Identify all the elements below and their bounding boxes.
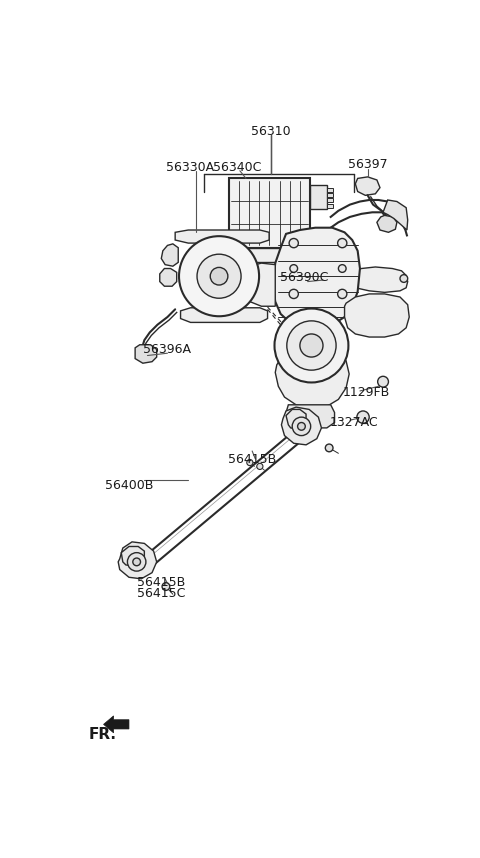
Text: 56415B: 56415B (228, 453, 276, 466)
Circle shape (133, 558, 141, 565)
Circle shape (357, 411, 369, 423)
Bar (327, 198, 333, 202)
Circle shape (290, 264, 298, 272)
Circle shape (337, 289, 347, 299)
Bar (233, 248, 306, 262)
Polygon shape (175, 230, 269, 243)
Circle shape (179, 236, 259, 317)
Bar (327, 188, 333, 191)
Circle shape (298, 422, 305, 430)
Text: 56415C: 56415C (137, 587, 185, 600)
Text: FR.: FR. (88, 727, 116, 741)
Polygon shape (377, 215, 397, 233)
Circle shape (292, 417, 311, 436)
Circle shape (162, 583, 170, 590)
Polygon shape (345, 294, 409, 337)
Circle shape (337, 239, 347, 248)
Circle shape (289, 289, 299, 299)
Polygon shape (180, 308, 267, 323)
Circle shape (287, 321, 336, 370)
Text: 56340C: 56340C (213, 160, 261, 173)
Text: 1129FB: 1129FB (343, 386, 390, 399)
Bar (327, 204, 333, 208)
Text: 56400B: 56400B (105, 479, 153, 492)
Polygon shape (273, 227, 360, 328)
Text: 56310: 56310 (251, 124, 290, 137)
Polygon shape (121, 547, 144, 566)
Polygon shape (118, 542, 156, 579)
Polygon shape (160, 269, 177, 287)
Circle shape (210, 268, 228, 285)
Circle shape (127, 553, 146, 571)
Polygon shape (383, 200, 408, 230)
Polygon shape (104, 716, 129, 733)
Text: 56390C: 56390C (280, 271, 329, 284)
Polygon shape (135, 345, 156, 363)
Circle shape (257, 463, 263, 469)
Circle shape (197, 254, 241, 299)
Circle shape (400, 275, 408, 282)
Text: 56415B: 56415B (137, 576, 185, 589)
Circle shape (300, 334, 323, 357)
Polygon shape (348, 267, 408, 293)
Bar (310, 184, 327, 209)
Circle shape (275, 309, 348, 383)
Polygon shape (355, 177, 380, 196)
Circle shape (338, 264, 346, 272)
Polygon shape (286, 409, 306, 430)
Text: 56396A: 56396A (144, 343, 192, 356)
Circle shape (325, 444, 333, 452)
Polygon shape (161, 244, 178, 266)
Text: 1327AC: 1327AC (329, 415, 378, 429)
Text: 56330A: 56330A (167, 160, 215, 173)
Circle shape (289, 239, 299, 248)
Bar (229, 178, 310, 248)
Circle shape (378, 377, 388, 387)
Polygon shape (281, 407, 322, 444)
Polygon shape (244, 263, 275, 306)
Text: 56397: 56397 (348, 159, 387, 172)
Bar (327, 193, 333, 196)
Polygon shape (286, 405, 335, 428)
Polygon shape (275, 341, 349, 408)
Circle shape (247, 460, 253, 466)
